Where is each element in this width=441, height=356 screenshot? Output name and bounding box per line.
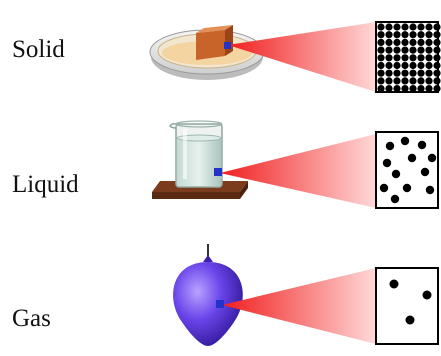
balloon-icon	[173, 244, 243, 346]
solid-particle	[425, 69, 433, 77]
solid-particle	[425, 46, 433, 54]
solid-particle	[385, 46, 393, 54]
solid-particle	[433, 54, 441, 62]
solid-particle	[417, 61, 425, 70]
solid-particle	[417, 38, 425, 47]
gas-particle-box	[375, 267, 439, 345]
solid-particle	[401, 46, 409, 54]
gas-magnifier-beam	[216, 268, 376, 344]
solid-particle	[409, 61, 417, 70]
solid-particle	[377, 77, 385, 85]
gas-particles	[389, 279, 432, 325]
solid-particle	[385, 31, 393, 39]
solid-particle	[401, 23, 409, 31]
label-liquid: Liquid	[12, 171, 79, 198]
solid-particle	[385, 23, 393, 31]
solid-particle	[433, 61, 441, 70]
solid-particle	[417, 69, 425, 77]
solid-particle	[377, 61, 385, 70]
beaker-icon	[152, 120, 248, 199]
solid-particle	[393, 77, 401, 85]
solid-particle	[377, 85, 385, 93]
solid-particle	[417, 46, 425, 54]
solid-particle	[393, 31, 401, 39]
solid-particle	[393, 23, 401, 31]
solid-particle	[425, 23, 433, 31]
solid-particle	[385, 85, 393, 93]
solid-particle	[417, 23, 425, 31]
solid-particle	[409, 77, 417, 85]
solid-particle	[401, 38, 409, 47]
solid-particle	[433, 46, 441, 54]
solid-particle	[425, 85, 433, 93]
solid-focus-point	[224, 42, 231, 49]
solid-particle	[425, 77, 433, 85]
solid-particle	[409, 46, 417, 54]
liquid-particles	[379, 136, 437, 204]
solid-particle	[377, 54, 385, 62]
solid-particle	[401, 31, 409, 39]
solid-particle	[377, 38, 385, 47]
solid-particle	[385, 54, 393, 62]
liquid-magnifier-beam	[214, 134, 376, 208]
solid-particle	[393, 38, 401, 47]
solid-particle	[393, 46, 401, 54]
solid-particle	[401, 54, 409, 62]
solid-particle	[433, 38, 441, 47]
liquid-particle-box	[375, 131, 439, 209]
solid-particle	[385, 38, 393, 47]
solid-particle	[425, 31, 433, 39]
solid-particle	[433, 31, 441, 39]
solid-particle	[425, 38, 433, 47]
petri-dish-icon	[149, 25, 265, 80]
solid-magnifier-beam	[224, 22, 376, 92]
solid-particle	[433, 85, 441, 93]
label-solid: Solid	[12, 36, 65, 63]
solid-particle	[393, 61, 401, 70]
solid-particle	[393, 69, 401, 77]
solid-particle	[417, 85, 425, 93]
solid-particle	[433, 69, 441, 77]
label-gas: Gas	[12, 305, 51, 332]
solid-particle	[425, 61, 433, 70]
solid-particle	[409, 85, 417, 93]
solid-particle	[409, 69, 417, 77]
solid-particle	[401, 69, 409, 77]
solid-particle	[417, 31, 425, 39]
solid-particle	[401, 77, 409, 85]
solid-particle	[409, 23, 417, 31]
solid-particle	[425, 54, 433, 62]
solid-particle-box	[375, 21, 441, 93]
solid-particle	[385, 61, 393, 70]
solid-particle	[377, 69, 385, 77]
solid-particle	[393, 54, 401, 62]
solid-particle	[385, 69, 393, 77]
solid-particle	[385, 77, 393, 85]
solid-particle	[409, 54, 417, 62]
solid-particle	[377, 23, 385, 31]
solid-particle	[401, 61, 409, 70]
solid-particles	[377, 23, 441, 93]
solid-particle	[417, 77, 425, 85]
solid-particle	[409, 38, 417, 47]
solid-particle	[377, 46, 385, 54]
gas-focus-point	[216, 300, 224, 308]
solid-particle	[401, 85, 409, 93]
solid-particle	[393, 85, 401, 93]
solid-particle	[433, 23, 441, 31]
liquid-focus-point	[214, 168, 222, 176]
solid-particle	[409, 31, 417, 39]
solid-particle	[417, 54, 425, 62]
solid-particle	[433, 77, 441, 85]
solid-particle	[377, 31, 385, 39]
